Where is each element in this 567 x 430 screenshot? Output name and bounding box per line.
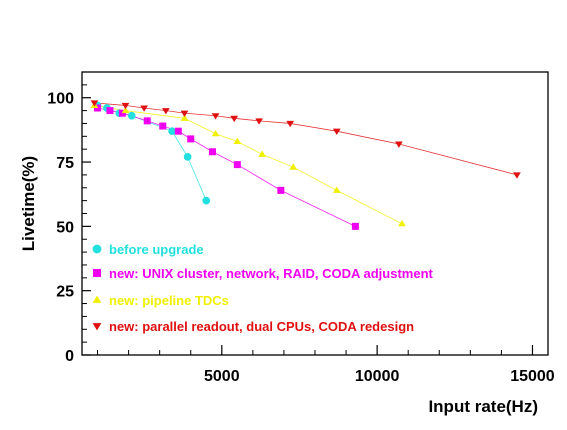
series-3-point [255,118,263,125]
legend: before upgrade new: UNIX cluster, network… [92,242,434,334]
series-1-point [94,104,102,112]
series-2-point [398,220,406,227]
legend-label-0: before upgrade [109,242,204,257]
x-tick-label: 10000 [355,368,400,385]
series-2-curve [94,105,403,225]
series-3-point [395,141,403,148]
series-0-point [202,196,211,205]
x-tick-label: 5000 [204,368,240,385]
y-tick-label: 50 [56,219,74,236]
series-3-point [162,108,170,115]
series-3-point [286,120,294,128]
series-2-point [121,106,130,114]
y-tick-label: 75 [56,155,74,172]
y-tick-label: 100 [47,91,74,108]
series-3-point [121,102,130,110]
series-1-point [159,122,167,130]
series-3-curve [94,102,518,176]
axis-ticks: 0 25 50 75 100 5000 10000 15000 [47,84,555,385]
series-1-point [277,186,285,194]
legend-label-3: new: parallel readout, dual CPUs, CODA r… [109,319,414,334]
series-1-point [233,161,241,169]
series-2-point [233,137,242,144]
series-0-point [168,127,176,136]
series-3-point [140,105,148,112]
series-2-point [332,186,341,193]
series-1-point [143,117,151,125]
legend-marker-3 [92,323,102,331]
series-3-point [230,115,239,123]
plot-frame [81,71,549,356]
series-1-point [351,222,359,230]
series-2-point [180,114,189,121]
series-3-point [90,100,99,107]
series-0-point [183,153,192,161]
series-1-point [118,109,126,117]
y-tick-label: 0 [65,348,74,365]
series-2-point [289,163,298,170]
legend-marker-0 [92,244,102,254]
x-tick-label: 15000 [510,368,555,385]
x-axis-label: Input rate(Hz) [428,397,538,416]
legend-marker-1 [93,269,101,277]
series-3-point [180,110,189,117]
series-2-point [211,129,220,137]
series-1-point [208,148,216,156]
y-axis-label: Livetime(%) [19,156,38,251]
fit-curves [94,102,518,227]
series-0-curve [97,105,207,201]
series-1-point [106,107,114,115]
series-0-point [127,111,136,120]
legend-label-2: new: pipeline TDCs [109,293,229,308]
data-points [90,100,521,230]
legend-label-1: new: UNIX cluster, network, RAID, CODA a… [109,266,434,281]
series-1-point [187,135,195,143]
series-3-point [513,172,521,179]
series-2-point [258,150,267,157]
series-1-point [174,127,182,135]
series-3-point [332,128,341,135]
series-3-point [211,113,220,120]
y-tick-label: 25 [56,284,74,301]
series-1-curve [97,107,356,227]
legend-marker-2 [92,295,102,303]
